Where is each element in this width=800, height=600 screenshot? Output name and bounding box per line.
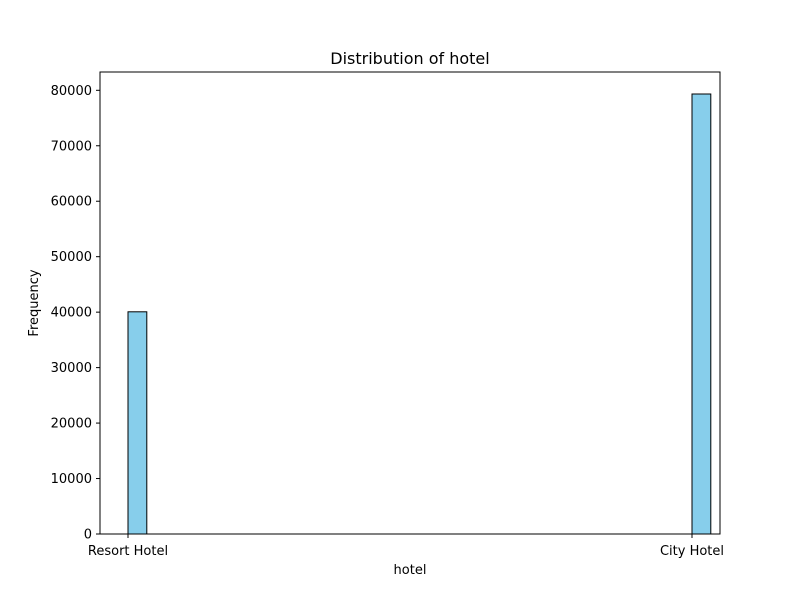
y-tick-label: 50000	[51, 250, 92, 265]
y-tick-label: 20000	[51, 417, 92, 432]
y-axis-label: Frequency	[27, 269, 42, 336]
y-axis-ticks: 0 10000 20000 30000 40000 50000 60000 70000 8000…	[51, 84, 100, 543]
y-tick-label: 80000	[51, 84, 92, 99]
x-tick-label: City Hotel	[660, 544, 724, 559]
y-tick-label: 10000	[51, 472, 92, 487]
plot-area-frame	[99, 71, 721, 535]
chart-title: Distribution of hotel	[330, 49, 489, 68]
bars-layer	[127, 93, 712, 535]
y-tick-label: 60000	[51, 195, 92, 210]
x-axis-label: hotel	[394, 563, 427, 578]
x-tick-label: Resort Hotel	[88, 544, 168, 559]
y-tick-label: 70000	[51, 139, 92, 154]
y-tick-label: 30000	[51, 361, 92, 376]
y-tick-label: 0	[84, 528, 92, 543]
x-axis-ticks: Resort Hotel City Hotel	[88, 534, 724, 559]
y-tick-label: 40000	[51, 306, 92, 321]
bar-resort-hotel	[127, 311, 148, 535]
bar-city-hotel	[691, 93, 712, 535]
